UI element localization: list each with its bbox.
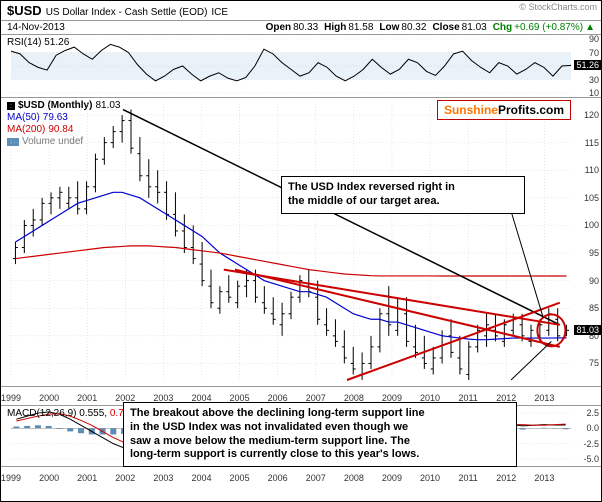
year-tick: 2012 [496, 473, 516, 483]
price-ytick: 105 [584, 193, 599, 203]
rsi-ytick: 30 [589, 75, 599, 85]
close-value: 81.03 [462, 22, 487, 33]
open-label: Open [266, 22, 292, 33]
year-tick: 2006 [268, 473, 288, 483]
price-plot [1, 98, 601, 386]
year-tick: 1999 [1, 393, 21, 403]
macd-panel: MACD(12,26,9) 0.555, 0.7 The breakout ab… [1, 405, 601, 466]
chart-header: $USD US Dollar Index - Cash Settle (EOD)… [1, 1, 601, 21]
rsi-ytick: 70 [589, 48, 599, 58]
price-ytick: 90 [589, 276, 599, 286]
price-ytick: 95 [589, 248, 599, 258]
price-ytick: 115 [585, 138, 599, 148]
price-panel: $USD (Monthly) 81.03 MA(50) 79.63 MA(200… [1, 97, 601, 386]
chg-label: Chg [493, 22, 512, 33]
year-tick: 2008 [344, 473, 364, 483]
low-label: Low [379, 22, 399, 33]
year-tick: 2004 [191, 473, 211, 483]
price-ytick: 120 [584, 110, 599, 120]
instrument-name: US Dollar Index - Cash Settle (EOD) [46, 7, 208, 18]
year-tick: 2000 [39, 473, 59, 483]
year-tick: 2009 [382, 473, 402, 483]
rsi-last-tag: 51.26 [574, 60, 601, 70]
year-tick: 2000 [39, 393, 59, 403]
brand-watermark: SunshineProfits.com [437, 100, 571, 120]
chg-value: +0.69 (+0.87%) [514, 22, 583, 33]
year-tick: 2001 [77, 393, 97, 403]
year-tick: 2003 [153, 473, 173, 483]
price-ytick: 85 [589, 303, 599, 313]
high-value: 81.58 [348, 22, 373, 33]
stock-chart: $USD US Dollar Index - Cash Settle (EOD)… [0, 0, 602, 502]
rsi-plot [1, 35, 601, 97]
low-value: 80.32 [401, 22, 426, 33]
rsi-ytick: 90 [589, 34, 599, 44]
year-tick: 2005 [230, 473, 250, 483]
macd-label: MACD(12,26,9) 0.555, 0.7 [7, 408, 124, 419]
macd-ytick: 0.0 [586, 423, 599, 433]
ohlc-bar: 14-Nov-2013 Open80.33 High81.58 Low80.32… [1, 21, 601, 34]
open-value: 80.33 [293, 22, 318, 33]
macd-ytick: 2.5 [586, 408, 599, 418]
exchange: ICE [211, 7, 228, 18]
price-ytick: 110 [585, 165, 599, 175]
close-label: Close [432, 22, 459, 33]
macd-ytick: -5.0 [583, 454, 599, 464]
price-ytick: 100 [584, 220, 599, 230]
year-tick: 2013 [534, 393, 554, 403]
year-tick: 2011 [458, 473, 477, 483]
year-tick: 2010 [420, 473, 440, 483]
up-arrow-icon: ▲ [585, 22, 595, 33]
macd-ytick: -2.5 [583, 439, 599, 449]
year-tick: 2002 [115, 473, 135, 483]
price-ytick: 75 [589, 358, 599, 368]
annotation-reversal: The USD Index reversed right inthe middl… [281, 176, 525, 214]
year-tick: 1999 [1, 473, 21, 483]
rsi-label: RSI(14) 51.26 [7, 37, 69, 48]
time-axis-lower: 1999 2000 2001 2002 2003 2004 2005 2006 2007 2008… [1, 466, 601, 485]
attribution: © StockCharts.com [519, 2, 597, 12]
high-label: High [324, 22, 346, 33]
year-tick: 2001 [77, 473, 97, 483]
year-tick: 2013 [534, 473, 554, 483]
rsi-panel: RSI(14) 51.26 907050301051.26 [1, 34, 601, 97]
symbol: $USD [7, 3, 42, 18]
annotation-breakout: The breakout above the declining long-te… [123, 402, 517, 467]
chart-date: 14-Nov-2013 [7, 22, 65, 33]
year-tick: 2007 [306, 473, 326, 483]
price-last-tag: 81.03 [574, 325, 601, 335]
